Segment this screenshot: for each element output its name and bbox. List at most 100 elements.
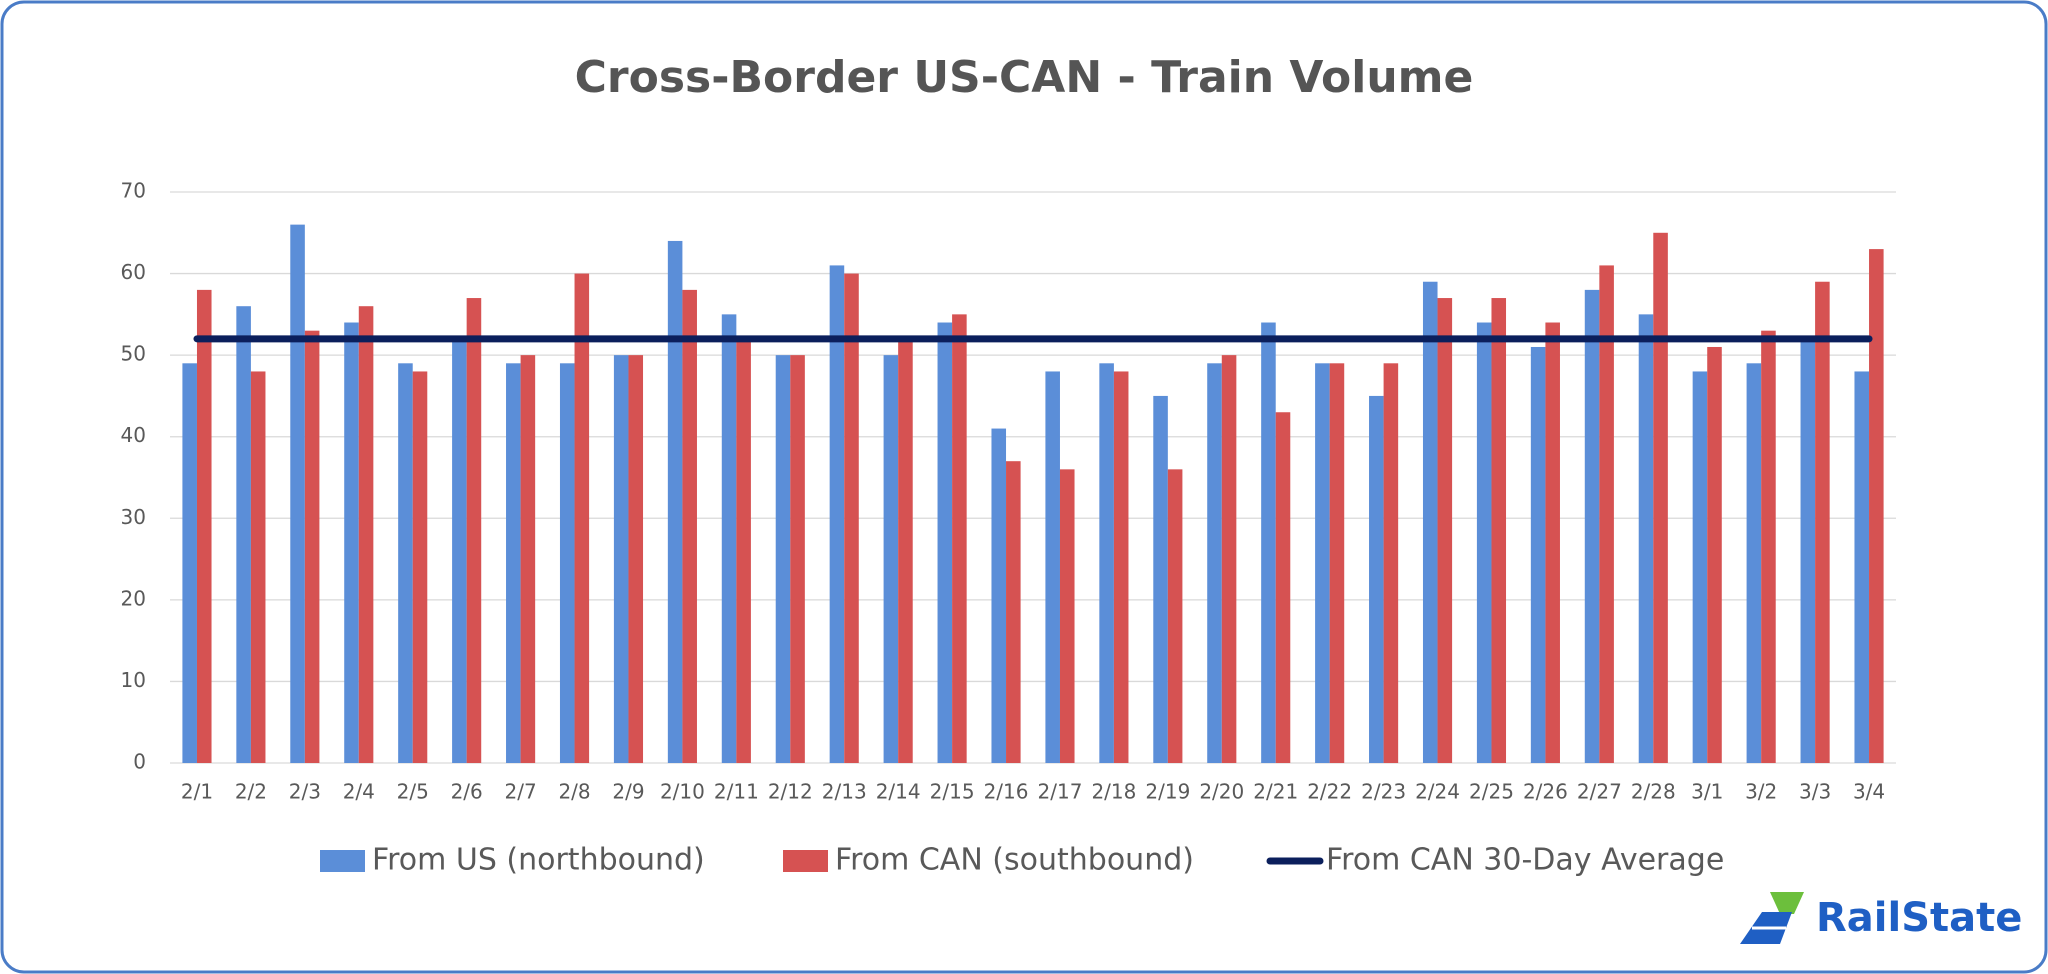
bar — [452, 338, 467, 763]
bar — [1221, 355, 1237, 763]
legend-item: From CAN (southbound) — [783, 843, 1194, 878]
bar — [1584, 289, 1600, 763]
bar — [1746, 363, 1762, 763]
bar — [1099, 363, 1114, 763]
x-tick-label: 2/22 — [1307, 780, 1352, 804]
bar — [1207, 363, 1222, 763]
x-tick-label: 2/13 — [822, 780, 867, 804]
y-tick-label: 10 — [121, 668, 146, 692]
bar — [1167, 469, 1183, 763]
y-tick-label: 30 — [121, 505, 146, 529]
bar — [1653, 232, 1668, 764]
bar — [790, 355, 805, 763]
bar — [358, 306, 374, 763]
bar — [1006, 461, 1021, 763]
x-tick-label: 2/9 — [612, 780, 644, 804]
bar — [1638, 314, 1654, 763]
x-tick-label: 2/17 — [1038, 780, 1083, 804]
y-tick-label: 0 — [133, 750, 146, 774]
bar — [937, 322, 953, 763]
bar — [1491, 298, 1507, 763]
x-tick-label: 2/15 — [930, 780, 975, 804]
legend-label: From CAN (southbound) — [835, 843, 1194, 878]
bar — [196, 289, 212, 763]
x-tick-label: 2/6 — [451, 780, 483, 804]
bar — [412, 371, 428, 763]
bar — [1692, 371, 1708, 763]
bar — [1545, 322, 1560, 763]
x-tick-label: 3/2 — [1745, 780, 1777, 804]
x-tick-label: 2/10 — [660, 780, 705, 804]
bar — [182, 363, 197, 763]
y-tick-label: 50 — [121, 342, 146, 366]
x-tick-label: 2/2 — [235, 780, 267, 804]
legend-label: From US (northbound) — [372, 843, 705, 878]
x-tick-label: 2/1 — [181, 780, 213, 804]
bar — [1383, 363, 1399, 763]
x-tick-label: 2/18 — [1091, 780, 1136, 804]
bar — [898, 338, 913, 763]
bar — [883, 355, 899, 763]
bar — [1369, 395, 1384, 763]
bar — [1113, 371, 1129, 763]
bar — [829, 265, 845, 763]
x-tick-label: 3/3 — [1799, 780, 1831, 804]
x-tick-label: 2/3 — [289, 780, 321, 804]
x-tick-label: 2/5 — [397, 780, 429, 804]
bar — [574, 273, 590, 763]
bar — [1422, 281, 1438, 763]
bar — [775, 355, 791, 763]
logo-text: RailState — [1816, 895, 2022, 941]
bar — [506, 363, 521, 763]
y-tick-label: 60 — [121, 260, 146, 284]
x-tick-label: 3/1 — [1691, 780, 1723, 804]
x-tick-label: 2/25 — [1469, 780, 1514, 804]
legend-swatch — [320, 850, 365, 872]
x-tick-label: 2/20 — [1199, 780, 1244, 804]
bar — [1761, 330, 1776, 763]
bar — [1059, 469, 1075, 763]
bar — [250, 371, 266, 763]
bar — [1261, 322, 1276, 763]
bar — [952, 314, 967, 763]
bar — [1476, 322, 1492, 763]
x-tick-label: 2/7 — [505, 780, 537, 804]
x-tick-label: 2/24 — [1415, 780, 1460, 804]
bar — [1315, 363, 1330, 763]
bar — [613, 355, 629, 763]
x-tick-label: 2/8 — [558, 780, 590, 804]
bar — [1153, 395, 1168, 763]
bar — [667, 240, 683, 763]
bar — [1707, 346, 1722, 763]
bar — [1530, 346, 1546, 763]
x-tick-label: 2/12 — [768, 780, 813, 804]
x-tick-label: 2/23 — [1361, 780, 1406, 804]
bar — [466, 298, 482, 763]
chart-title: Cross-Border US-CAN - Train Volume — [575, 52, 1474, 103]
bar — [721, 314, 737, 763]
bar — [1800, 338, 1816, 763]
x-tick-label: 2/26 — [1523, 780, 1568, 804]
bar — [290, 224, 305, 764]
bar — [1275, 412, 1291, 763]
bar — [344, 322, 359, 763]
x-tick-label: 2/16 — [984, 780, 1029, 804]
x-tick-label: 3/4 — [1853, 780, 1885, 804]
bar — [1854, 371, 1870, 763]
x-tick-label: 2/27 — [1577, 780, 1622, 804]
logo: RailState — [1740, 892, 2022, 944]
legend-swatch — [783, 850, 828, 872]
bar — [236, 306, 251, 763]
bar — [628, 355, 644, 763]
y-tick-label: 20 — [121, 586, 146, 610]
bar — [520, 355, 536, 763]
bar — [844, 273, 859, 763]
x-tick-label: 2/28 — [1631, 780, 1676, 804]
bar — [398, 363, 413, 763]
x-tick-label: 2/19 — [1145, 780, 1190, 804]
x-tick-label: 2/4 — [343, 780, 375, 804]
bar — [304, 330, 320, 763]
bar — [1437, 298, 1453, 763]
legend-label: From CAN 30-Day Average — [1326, 843, 1724, 878]
y-tick-label: 40 — [121, 423, 146, 447]
